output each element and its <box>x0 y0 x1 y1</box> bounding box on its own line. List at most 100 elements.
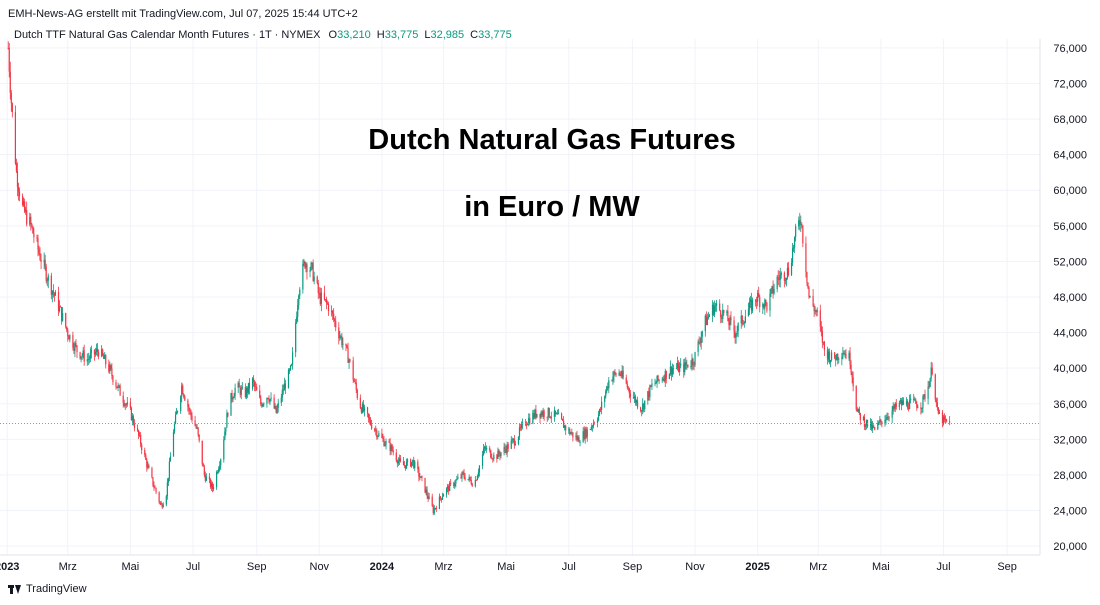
candle-body <box>943 416 946 420</box>
candle-body <box>159 501 161 503</box>
candle-body <box>764 299 766 309</box>
candle-body <box>605 391 607 397</box>
candle-body <box>456 478 458 481</box>
candle-body <box>486 448 488 450</box>
candle-body <box>634 396 637 403</box>
candle-body <box>209 479 212 488</box>
candle-body <box>317 282 319 294</box>
candle-body <box>76 345 78 353</box>
candle-body <box>237 382 239 388</box>
candle-body <box>722 309 724 319</box>
candle-body <box>859 412 861 421</box>
candle-body <box>346 345 348 348</box>
candle-body <box>108 364 110 372</box>
time-axis[interactable]: 2023 Mrz Mai Jul Sep Nov 2024 Mrz Mai Jul Sep Nov 20… <box>0 561 1017 573</box>
candle-body <box>93 349 96 355</box>
candle-body <box>248 382 251 389</box>
close-value: 33,775 <box>478 29 512 41</box>
candle-body <box>526 424 528 426</box>
candle-body <box>333 313 335 320</box>
candle-body <box>23 201 25 205</box>
candle-body <box>332 310 334 314</box>
candle-body <box>778 278 780 280</box>
candle-body <box>744 316 746 323</box>
y-tick-label: 44,000 <box>1053 328 1087 340</box>
candle-body <box>664 370 666 382</box>
candle-body <box>323 292 326 300</box>
candle-body <box>254 381 256 387</box>
candle-body <box>675 368 678 369</box>
candle-body <box>865 419 868 426</box>
candle-body <box>716 303 718 306</box>
candle-body <box>586 429 588 438</box>
candle-body <box>812 296 814 306</box>
candle-body <box>169 456 172 462</box>
candle-body <box>787 267 790 275</box>
candle-body <box>110 365 112 369</box>
candle-body <box>183 394 185 397</box>
price-axis[interactable]: 20,000 24,000 28,000 32,000 36,000 40,000 44,0… <box>1053 43 1087 553</box>
candle-body <box>296 316 298 323</box>
low-label: L <box>424 29 431 41</box>
candle-body <box>758 292 760 297</box>
candle-body <box>532 413 534 424</box>
x-tick-label: Mai <box>872 561 890 573</box>
candle-body <box>910 398 912 401</box>
candle-body <box>793 247 795 249</box>
candle-body <box>909 400 911 410</box>
candle-body <box>491 457 493 459</box>
candle-body <box>700 336 702 344</box>
x-tick-label: 2024 <box>370 561 395 573</box>
candle-body <box>284 383 287 389</box>
candle-body <box>345 343 347 346</box>
candle-body <box>420 476 422 478</box>
candle-body <box>395 452 397 461</box>
candle-body <box>366 407 369 414</box>
candle-body <box>276 407 278 413</box>
candle-body <box>136 428 139 431</box>
candle-body <box>342 343 344 345</box>
candle-body <box>355 382 357 390</box>
candle-body <box>848 352 850 359</box>
candle-body <box>705 315 707 325</box>
candle-body <box>618 372 620 376</box>
open-value: 33,210 <box>337 29 371 41</box>
candle-body <box>575 435 577 438</box>
candle-body <box>116 386 118 388</box>
candle-body <box>180 396 182 412</box>
candle-body <box>520 424 523 428</box>
candle-body <box>662 378 664 380</box>
candle-body <box>288 369 291 371</box>
candle-body <box>672 368 675 370</box>
candle-body <box>625 377 627 384</box>
candle-body <box>74 343 76 351</box>
candle-body <box>277 402 279 408</box>
candle-body <box>137 430 140 436</box>
candle-body <box>527 424 529 425</box>
candle-body <box>18 191 21 197</box>
candle-body <box>813 305 815 312</box>
candle-body <box>687 364 689 368</box>
candle-body <box>184 396 186 401</box>
candle-body <box>476 475 478 481</box>
candle-body <box>325 299 328 303</box>
candle-body <box>929 378 931 388</box>
candle-body <box>161 504 163 508</box>
candle-body <box>130 407 133 421</box>
candle-body <box>60 307 63 321</box>
candle-body <box>403 465 406 466</box>
candle-body <box>434 507 436 509</box>
candle-body <box>269 399 271 402</box>
candle-body <box>302 263 304 290</box>
candle-body <box>783 272 785 281</box>
candle-body <box>755 299 757 302</box>
candle-body <box>564 425 566 429</box>
candle-body <box>802 225 804 244</box>
tradingview-logo[interactable]: TradingView <box>8 583 87 595</box>
candle-body <box>849 352 851 365</box>
candle-body <box>938 412 940 414</box>
candle-body <box>290 364 293 366</box>
candle-body <box>29 216 31 225</box>
y-tick-label: 20,000 <box>1053 541 1087 553</box>
